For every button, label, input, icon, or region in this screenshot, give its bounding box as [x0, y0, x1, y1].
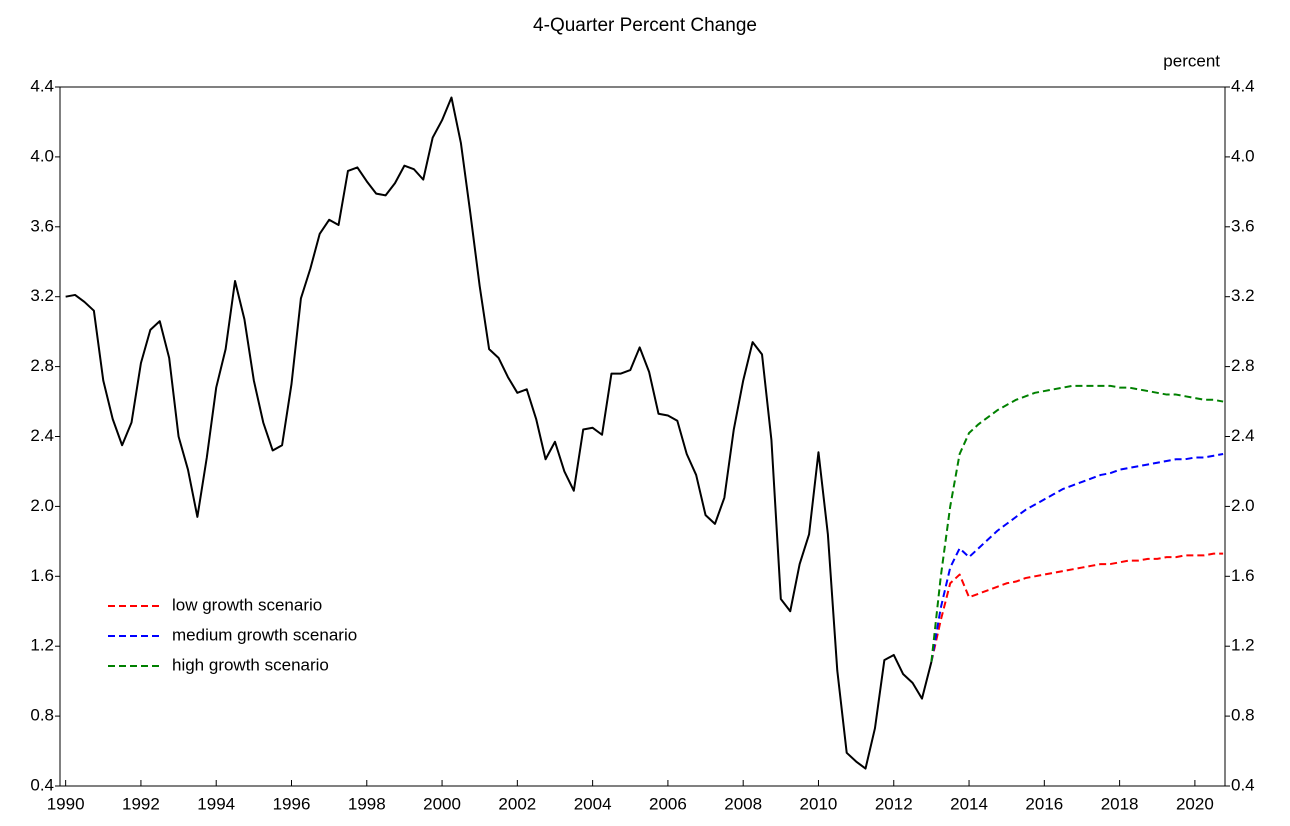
y-axis-label: percent	[1163, 51, 1220, 70]
x-tick-label: 2010	[800, 794, 838, 813]
x-tick-label: 1998	[348, 794, 386, 813]
y2-tick-label: 2.0	[1231, 496, 1255, 515]
legend-label: low growth scenario	[172, 595, 322, 614]
y-tick-label: 4.0	[30, 146, 54, 165]
x-tick-label: 2006	[649, 794, 687, 813]
chart-title: 4-Quarter Percent Change	[533, 15, 757, 36]
series-line	[930, 384, 1224, 663]
x-tick-label: 2004	[574, 794, 612, 813]
y2-tick-label: 1.2	[1231, 636, 1255, 655]
y-tick-label: 3.6	[30, 216, 54, 235]
y2-tick-label: 1.6	[1231, 566, 1255, 585]
x-tick-label: 2008	[724, 794, 762, 813]
y-tick-label: 1.6	[30, 566, 54, 585]
x-tick-label: 1994	[197, 794, 235, 813]
series-line	[930, 552, 1224, 663]
y2-tick-label: 3.6	[1231, 216, 1255, 235]
y2-tick-label: 3.2	[1231, 286, 1255, 305]
y2-tick-label: 4.4	[1231, 76, 1255, 95]
x-tick-label: 2000	[423, 794, 461, 813]
y-tick-label: 0.8	[30, 706, 54, 725]
x-tick-label: 2020	[1176, 794, 1214, 813]
series-line	[930, 452, 1224, 663]
x-tick-label: 2014	[950, 794, 988, 813]
y2-tick-label: 0.4	[1231, 775, 1255, 794]
x-tick-label: 2016	[1025, 794, 1063, 813]
y2-tick-label: 2.4	[1231, 426, 1255, 445]
y2-tick-label: 2.8	[1231, 356, 1255, 375]
plot-frame	[59, 86, 1226, 787]
x-tick-label: 2018	[1101, 794, 1139, 813]
y2-tick-label: 4.0	[1231, 146, 1255, 165]
x-tick-label: 1996	[273, 794, 311, 813]
y-tick-label: 2.4	[30, 426, 54, 445]
y-tick-label: 2.8	[30, 356, 54, 375]
y2-tick-label: 0.8	[1231, 706, 1255, 725]
legend-label: high growth scenario	[172, 655, 329, 674]
y-tick-label: 4.4	[30, 76, 54, 95]
y-tick-label: 3.2	[30, 286, 54, 305]
x-tick-label: 2012	[875, 794, 913, 813]
y-tick-label: 1.2	[30, 636, 54, 655]
y-tick-label: 2.0	[30, 496, 54, 515]
x-tick-label: 2002	[498, 794, 536, 813]
x-tick-label: 1990	[47, 794, 85, 813]
legend-label: medium growth scenario	[172, 625, 357, 644]
y-tick-label: 0.4	[30, 775, 54, 794]
series-line	[65, 96, 933, 770]
x-tick-label: 1992	[122, 794, 160, 813]
